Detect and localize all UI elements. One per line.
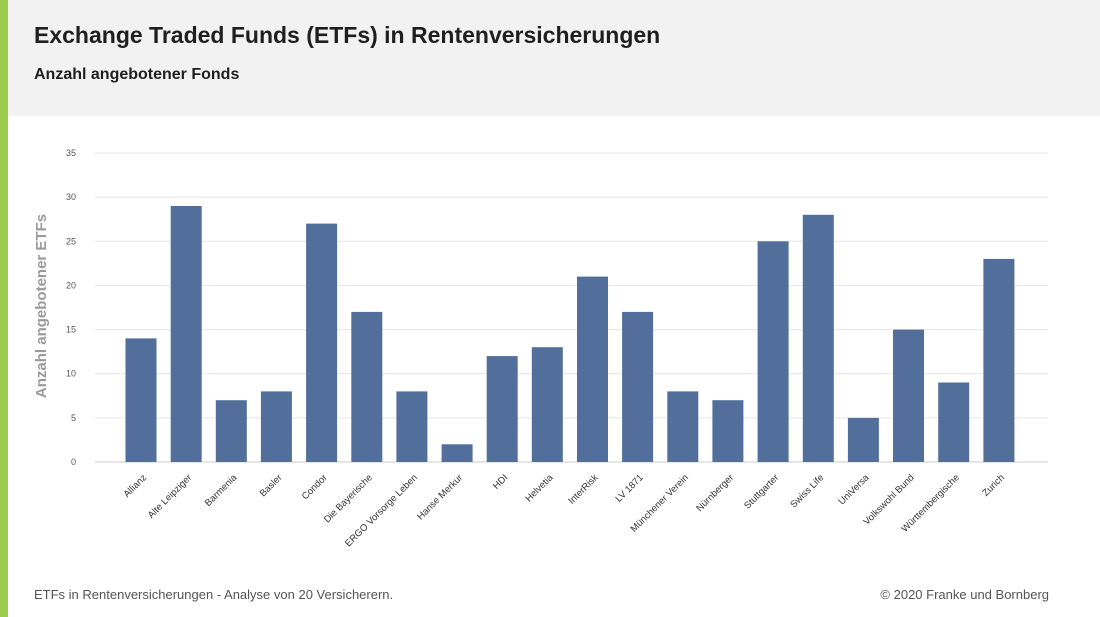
y-axis-ticks: 0 5 10 15 20 25 30 35 [66, 148, 76, 467]
y-tick-label: 35 [66, 148, 76, 158]
bar [441, 444, 473, 462]
chart-subtitle: Anzahl angebotener Fonds [34, 66, 240, 83]
bar [847, 417, 879, 462]
bar [125, 338, 157, 462]
x-tick-label: Zurich [981, 472, 1007, 498]
bar [260, 391, 292, 462]
x-tick-label: Barmenia [203, 472, 240, 509]
bars [125, 206, 1015, 462]
x-tick-label: Hanse Merkur [415, 472, 465, 522]
bar [170, 206, 202, 462]
grid-lines [95, 152, 1048, 463]
x-tick-label: LV 1871 [613, 472, 645, 504]
copyright: © 2020 Franke und Bornberg [880, 587, 1049, 602]
x-tick-label: Allianz [122, 472, 150, 500]
y-tick-label: 20 [66, 280, 76, 290]
x-tick-label: Basler [258, 472, 285, 499]
y-tick-label: 15 [66, 325, 76, 335]
x-tick-label: Condor [300, 472, 330, 502]
bar [351, 311, 383, 462]
x-tick-label: InterRisk [566, 472, 600, 506]
x-tick-label: HDI [491, 472, 510, 491]
x-tick-label: Helvetia [523, 472, 556, 505]
bar [667, 391, 699, 462]
bar [306, 223, 338, 462]
bar [893, 329, 924, 462]
bar [757, 241, 789, 462]
x-tick-label: Swiss Life [788, 472, 826, 510]
bar [215, 400, 247, 462]
bar [712, 400, 744, 462]
y-axis-title: Anzahl angebotener ETFs [33, 214, 50, 398]
bar [396, 391, 428, 462]
y-tick-label: 5 [71, 413, 76, 423]
y-tick-label: 0 [71, 457, 76, 467]
x-tick-label: Alte Leipziger [146, 472, 194, 520]
x-tick-label: UniVersa [836, 472, 872, 508]
bar [802, 214, 834, 462]
y-tick-label: 30 [66, 192, 76, 202]
chart-header: Exchange Traded Funds (ETFs) in Rentenve… [8, 0, 1100, 116]
bar [486, 356, 518, 462]
bar [938, 382, 970, 462]
accent-bar [0, 0, 8, 617]
x-tick-label: Stuttgarter [742, 472, 781, 511]
bar [622, 311, 654, 462]
y-tick-label: 25 [66, 236, 76, 246]
y-tick-label: 10 [66, 369, 76, 379]
x-tick-label: Nürnberger [694, 472, 736, 514]
footer-note: ETFs in Rentenversicherungen - Analyse v… [34, 587, 394, 602]
bar [983, 258, 1015, 462]
bar [577, 276, 608, 462]
chart-title: Exchange Traded Funds (ETFs) in Rentenve… [34, 22, 661, 48]
bar [531, 347, 563, 462]
